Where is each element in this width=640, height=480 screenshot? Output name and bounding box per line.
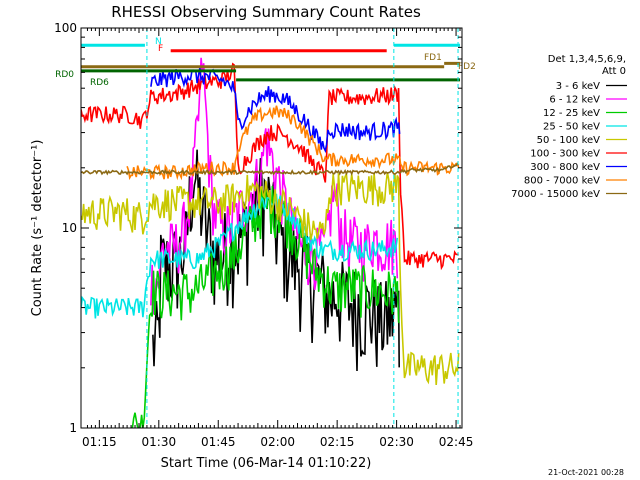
x-tick-label: 01:30 [142,435,177,449]
x-tick-label: 02:45 [439,435,474,449]
series-25-50-kev [81,193,399,319]
series-6-12-kev [150,57,399,315]
series-layer [81,57,460,428]
series-line [81,162,460,176]
series-line [131,185,401,428]
legend-entry-label: 100 - 300 keV [530,149,600,160]
series-line [150,57,399,315]
x-tick-label: 02:00 [260,435,295,449]
plot-clip-group [81,57,460,428]
legend-entry-label: 50 - 100 keV [537,135,601,146]
series-line [81,170,460,386]
y-tick-label: 100 [54,21,77,35]
x-axis-label: Start Time (06-Mar-14 01:10:22) [161,456,372,471]
legend-entry-label: 25 - 50 keV [543,122,600,133]
legend: Det 1,3,4,5,6,9,Att 03 - 6 keV 6 - 12 keV… [511,54,627,200]
series-7000-15000-kev [81,162,460,176]
series-line [81,62,459,271]
annotation-label-n: N [155,37,162,47]
y-axis-label: Count Rate (s⁻¹ detector⁻¹) [30,140,45,317]
annotation-label-rd6: RD6 [90,78,109,88]
x-tick-label: 01:45 [201,435,236,449]
y-tick-label: 1 [69,421,77,435]
legend-entry-label: 7000 - 15000 keV [511,189,600,200]
legend-entry-label: 6 - 12 keV [549,95,600,106]
series-100-300-kev [81,62,459,271]
series-12-25-kev [131,185,401,428]
x-tick-label: 02:30 [379,435,414,449]
footer-timestamp: 21-Oct-2021 00:28 [548,468,624,477]
annotation-label-f: F [158,44,163,54]
annotation-label-rd0: RD0 [55,70,74,80]
chart-title: RHESSI Observing Summary Count Rates [111,3,421,21]
legend-entry-label: 12 - 25 keV [543,108,600,119]
series-line [81,193,399,319]
x-tick-label: 01:15 [82,435,117,449]
y-tick-label: 10 [62,221,77,235]
x-tick-label: 02:15 [320,435,355,449]
legend-header-line: Att 0 [602,66,626,77]
annotation-label-fd1: FD1 [424,53,442,63]
legend-entry-label: 300 - 800 keV [530,162,600,173]
legend-entry-label: 800 - 7000 keV [524,176,600,187]
legend-header-line: Det 1,3,4,5,6,9, [548,54,626,65]
legend-entry-label: 3 - 6 keV [556,81,600,92]
series-50-100-kev [81,170,460,386]
axis-layer: 1 10 100 01:15 01:30 01:45 02:00 02:15 02:30 02:4… [54,21,473,449]
annotation-label-fd2: FD2 [458,62,476,72]
